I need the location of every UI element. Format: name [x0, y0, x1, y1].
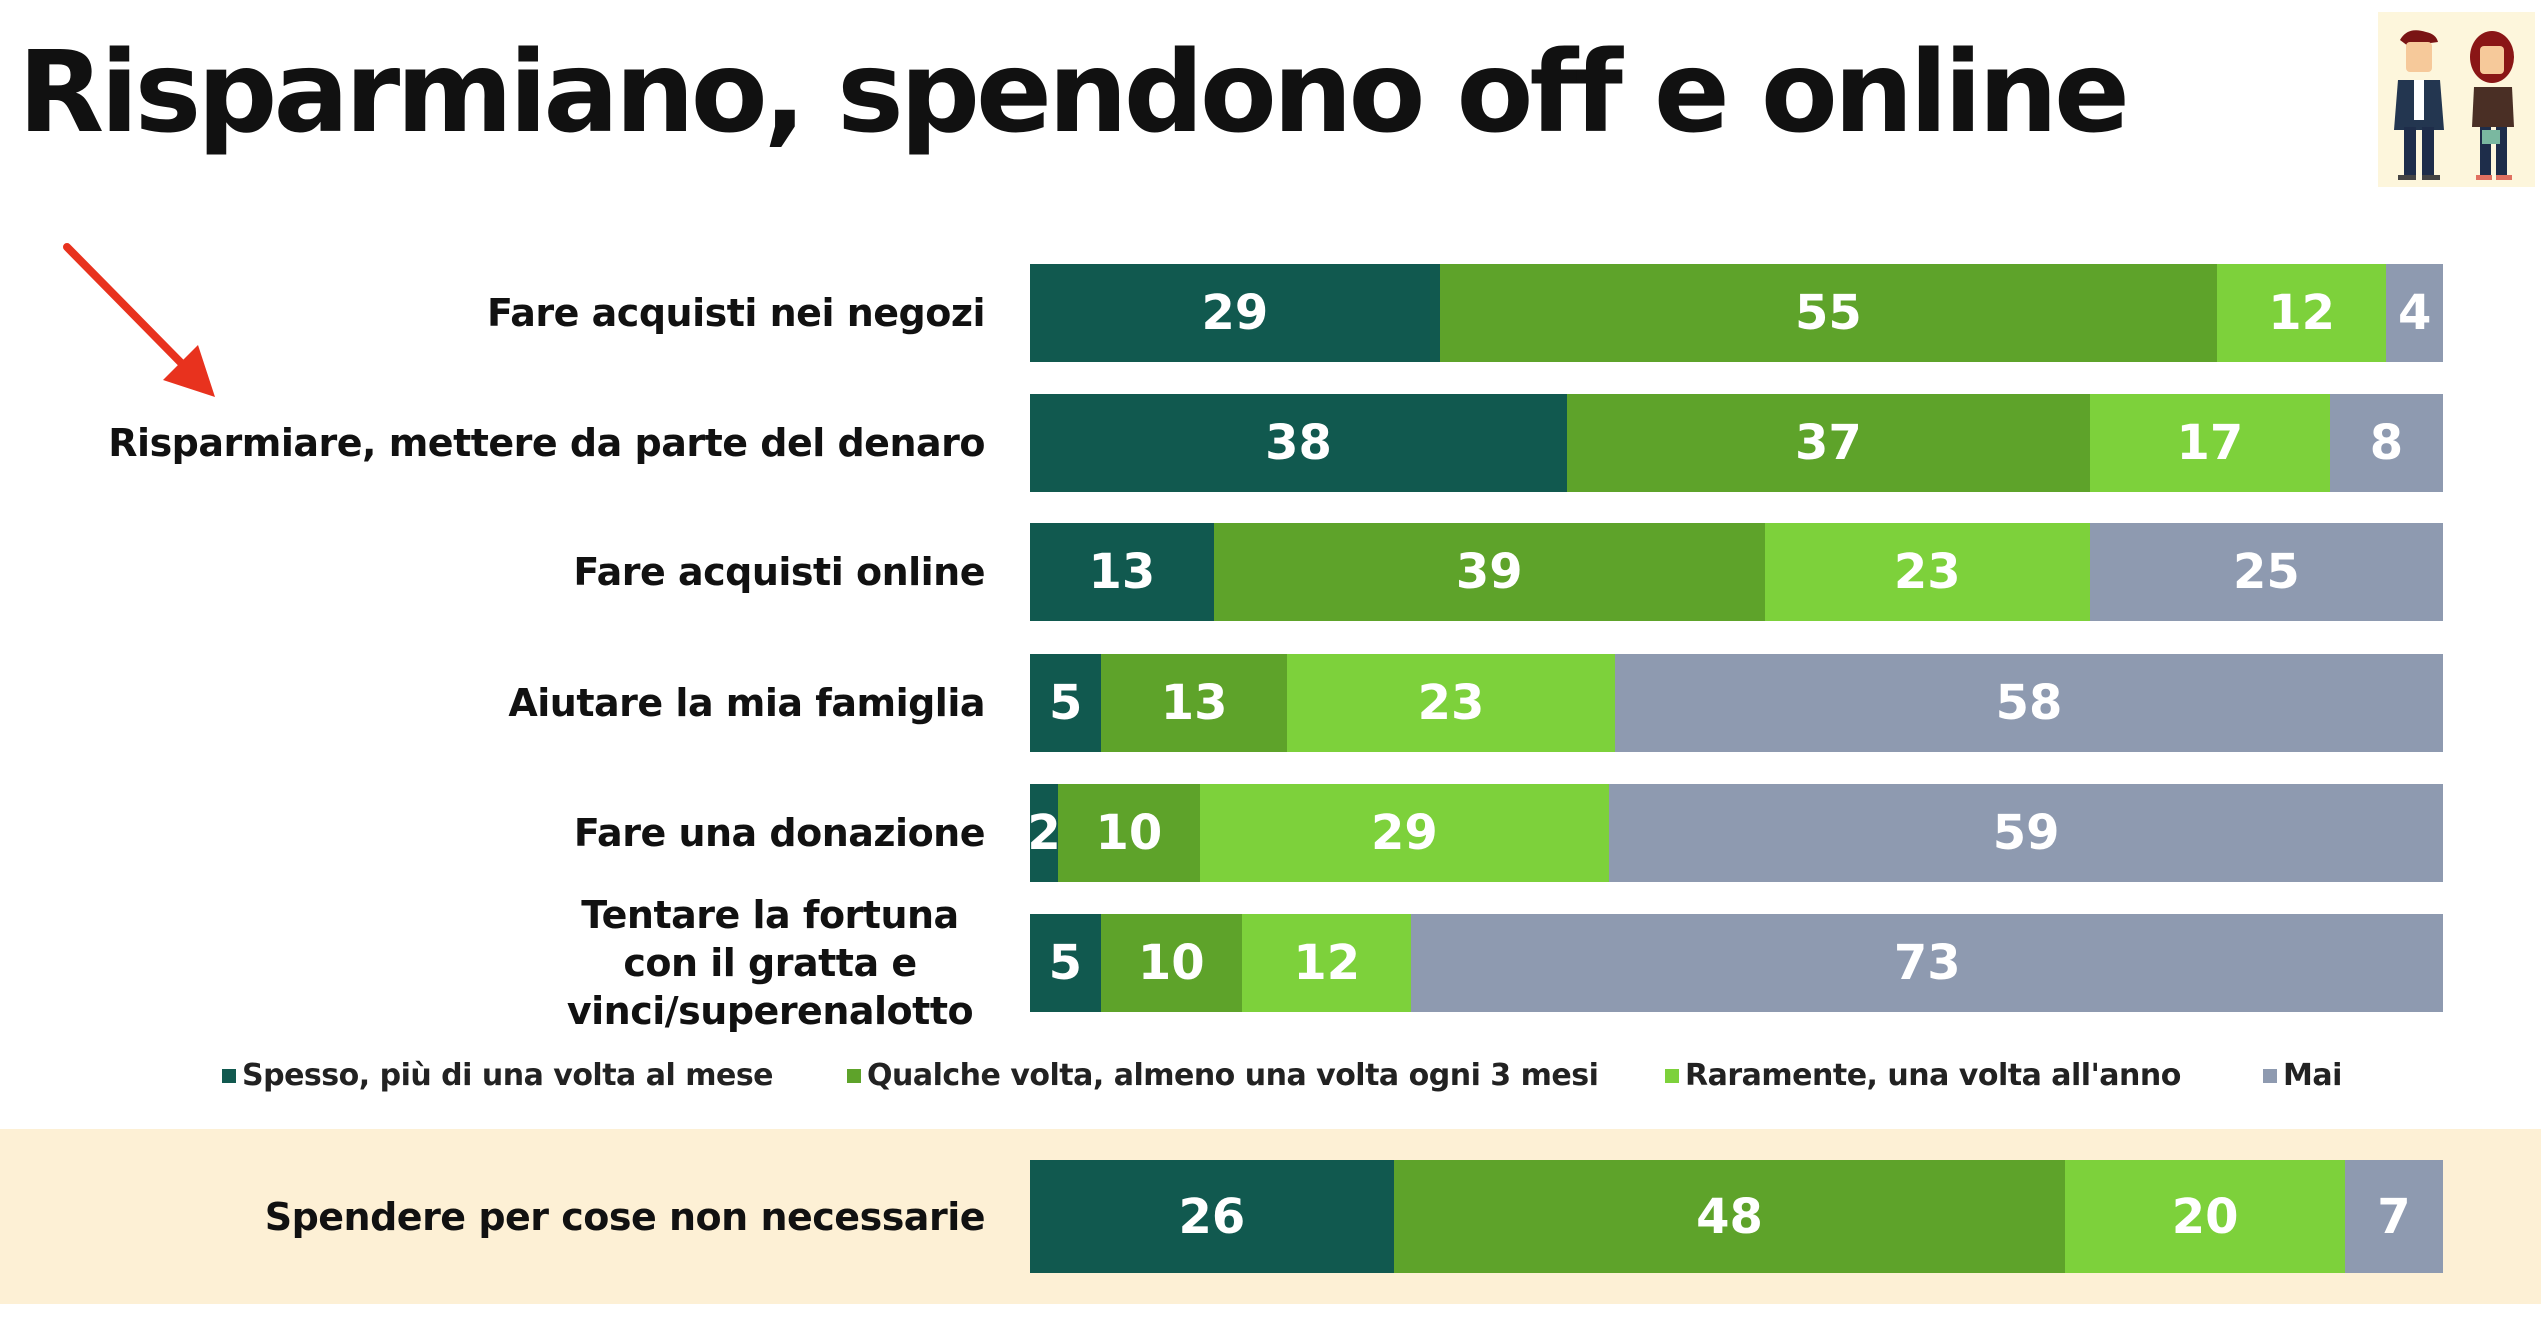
stacked-bar: 13 39 23 25 — [1030, 523, 2443, 621]
stacked-bar: 2 10 29 59 — [1027, 784, 2443, 882]
bar-segment-raramente: 20 — [2065, 1160, 2346, 1273]
stacked-bar: 5 13 23 58 — [1030, 654, 2443, 752]
legend-label: Mai — [2283, 1058, 2342, 1093]
bar-segment-spesso: 13 — [1030, 523, 1214, 621]
red-arrow-icon — [63, 243, 215, 397]
legend: Spesso, più di una volta al mese Qualche… — [0, 1058, 2541, 1098]
bar-segment-raramente: 29 — [1199, 784, 1610, 882]
stacked-bar: 26 48 20 7 — [1030, 1160, 2443, 1273]
bar-segment-qualche: 10 — [1058, 784, 1200, 882]
legend-item-spesso: Spesso, più di una volta al mese — [222, 1058, 774, 1093]
bar-segment-raramente: 23 — [1764, 523, 2090, 621]
bar-segment-mai: 58 — [1615, 654, 2443, 752]
highlight-chart-row: Spendere per cose non necessarie 26 48 20 7 — [0, 1160, 2541, 1273]
bar-segment-mai: 8 — [2329, 394, 2443, 492]
category-label: Aiutare la mia famiglia — [508, 681, 985, 725]
legend-label: Spesso, più di una volta al mese — [242, 1058, 774, 1093]
bar-segment-raramente: 12 — [2216, 264, 2387, 362]
stacked-bar: 38 37 17 8 — [1030, 394, 2443, 492]
bar-segment-qualche: 37 — [1566, 394, 2090, 492]
bar-segment-mai: 25 — [2089, 523, 2443, 621]
bar-segment-qualche: 39 — [1213, 523, 1765, 621]
bar-segment-mai: 59 — [1609, 784, 2443, 882]
chart-row: Fare acquisti nei negozi 29 55 12 4 — [0, 264, 2541, 362]
legend-label: Qualche volta, almeno una volta ogni 3 m… — [867, 1058, 1599, 1093]
stacked-bar: 29 55 12 4 — [1030, 264, 2443, 362]
bar-segment-raramente: 17 — [2089, 394, 2330, 492]
chart-row: Aiutare la mia famiglia 5 13 23 58 — [0, 654, 2541, 752]
bar-segment-spesso: 2 — [1027, 784, 1061, 882]
stacked-bar: 5 10 12 73 — [1030, 914, 2443, 1012]
category-label: Fare una donazione — [573, 811, 986, 855]
chart-row: Risparmiare, mettere da parte del denaro… — [0, 394, 2541, 492]
legend-swatch — [847, 1068, 861, 1083]
bar-segment-spesso: 5 — [1030, 914, 1101, 1012]
bar-segment-raramente: 23 — [1286, 654, 1616, 752]
legend-item-mai: Mai — [2263, 1058, 2342, 1093]
legend-swatch — [1665, 1068, 1679, 1083]
bar-segment-spesso: 5 — [1030, 654, 1102, 752]
bar-segment-spesso: 38 — [1030, 394, 1567, 492]
bar-segment-qualche: 13 — [1101, 654, 1287, 752]
legend-label: Raramente, una volta all'anno — [1685, 1058, 2181, 1093]
category-label: Risparmiare, mettere da parte del denaro — [108, 421, 985, 465]
chart-row: Tentare la fortuna con il gratta e vinci… — [0, 893, 2541, 1033]
bar-segment-spesso: 29 — [1030, 264, 1440, 362]
chart-row: Fare acquisti online 13 39 23 25 — [0, 523, 2541, 621]
category-label: Fare acquisti online — [573, 550, 985, 594]
legend-swatch — [2263, 1068, 2277, 1083]
bar-segment-spesso: 26 — [1030, 1160, 1394, 1273]
man-figure — [2394, 30, 2444, 180]
bar-segment-mai: 4 — [2386, 264, 2443, 362]
people-illustration — [2378, 12, 2535, 187]
bar-segment-qualche: 48 — [1393, 1160, 2066, 1273]
bar-segment-mai: 7 — [2345, 1160, 2443, 1273]
category-label: Spendere per cose non necessarie — [264, 1194, 986, 1239]
bar-segment-qualche: 55 — [1439, 264, 2217, 362]
chart-row: Fare una donazione 2 10 29 59 — [0, 784, 2541, 882]
category-label: Tentare la fortuna con il gratta e vinci… — [566, 893, 974, 1033]
page-title: Risparmiano, spendono off e online — [18, 28, 2130, 158]
category-label: Fare acquisti nei negozi — [487, 291, 985, 335]
bar-segment-mai: 73 — [1411, 914, 2443, 1012]
legend-item-raramente: Raramente, una volta all'anno — [1665, 1058, 2181, 1093]
legend-item-qualche: Qualche volta, almeno una volta ogni 3 m… — [847, 1058, 1599, 1093]
bar-segment-qualche: 10 — [1100, 914, 1242, 1012]
legend-swatch — [222, 1068, 236, 1083]
bar-segment-raramente: 12 — [1241, 914, 1412, 1012]
woman-figure — [2470, 31, 2514, 180]
